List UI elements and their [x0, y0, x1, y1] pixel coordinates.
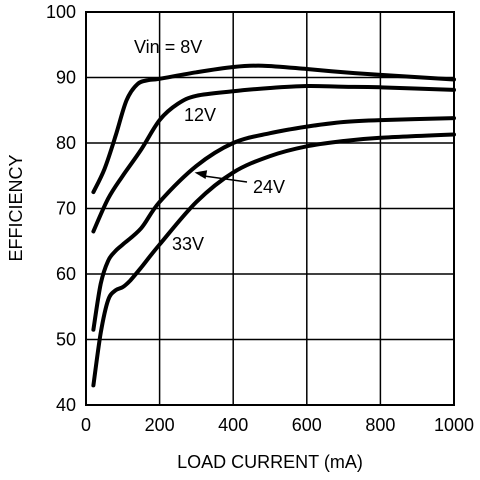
annotation-33v: 33V — [172, 234, 204, 254]
tick-labels: 0 200 400 600 800 1000 40 50 60 70 80 90 100 — [46, 2, 474, 435]
series-line-12v — [91, 83, 456, 234]
x-tick-label: 400 — [218, 415, 248, 435]
x-tick-label: 200 — [145, 415, 175, 435]
plot-frame — [85, 11, 455, 406]
y-axis-title: EFFICIENCY — [6, 154, 26, 261]
y-tick-label: 50 — [56, 330, 76, 350]
x-tick-label: 600 — [292, 415, 322, 435]
series-line-24v — [91, 116, 456, 332]
y-tick-label: 60 — [56, 264, 76, 284]
annotations: Vin = 8V 12V 24V 33V — [134, 37, 285, 254]
grid-lines — [86, 12, 454, 405]
y-tick-label: 90 — [56, 68, 76, 88]
y-tick-label: 70 — [56, 199, 76, 219]
y-tick-label: 40 — [56, 395, 76, 415]
curves — [91, 63, 456, 388]
y-tick-label: 100 — [46, 2, 76, 22]
x-axis-title: LOAD CURRENT (mA) — [177, 452, 363, 472]
x-tick-label: 1000 — [434, 415, 474, 435]
y-tick-label: 80 — [56, 133, 76, 153]
series-line-vin-8v — [91, 63, 456, 195]
annotation-vin-8v: Vin = 8V — [134, 37, 202, 57]
annotation-arrow-head — [194, 170, 208, 180]
x-tick-label: 0 — [81, 415, 91, 435]
series-line-33v — [91, 132, 456, 388]
x-tick-label: 800 — [365, 415, 395, 435]
annotation-12v: 12V — [184, 105, 216, 125]
annotation-24v: 24V — [253, 177, 285, 197]
annotation-arrow-line — [200, 174, 248, 183]
